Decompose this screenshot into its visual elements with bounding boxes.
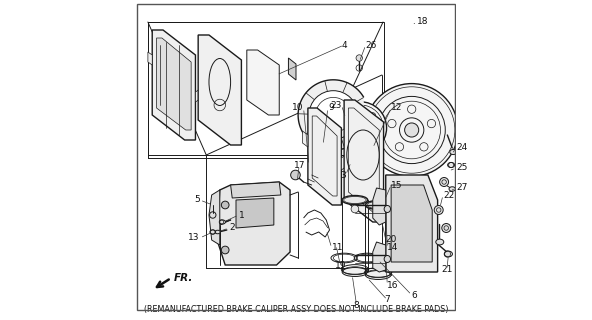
Text: 5: 5: [194, 196, 200, 204]
Ellipse shape: [445, 251, 452, 257]
Circle shape: [365, 84, 458, 176]
Polygon shape: [373, 242, 386, 272]
Text: 12: 12: [391, 103, 403, 113]
Circle shape: [440, 178, 449, 187]
Text: 11: 11: [332, 244, 343, 252]
Text: 24: 24: [456, 143, 467, 153]
Text: FR.: FR.: [174, 273, 193, 283]
Polygon shape: [288, 58, 296, 80]
Text: 3: 3: [340, 171, 346, 180]
Polygon shape: [236, 198, 274, 228]
Circle shape: [442, 223, 451, 232]
Polygon shape: [156, 38, 191, 130]
Text: 9: 9: [328, 103, 334, 113]
Text: 19: 19: [334, 260, 346, 269]
Ellipse shape: [365, 270, 391, 279]
Polygon shape: [303, 131, 308, 147]
Text: 14: 14: [387, 244, 399, 252]
Polygon shape: [342, 154, 347, 170]
Text: 27: 27: [456, 183, 467, 193]
Ellipse shape: [436, 239, 444, 245]
Circle shape: [291, 170, 300, 180]
Text: 8: 8: [353, 300, 359, 309]
Polygon shape: [344, 100, 384, 222]
Text: 13: 13: [188, 234, 200, 243]
Circle shape: [405, 123, 419, 137]
Text: 22: 22: [443, 190, 454, 199]
Text: 26: 26: [366, 41, 377, 50]
Circle shape: [350, 118, 370, 138]
Polygon shape: [391, 185, 432, 262]
Polygon shape: [152, 30, 195, 140]
Ellipse shape: [365, 201, 391, 210]
Text: 23: 23: [330, 100, 342, 109]
Polygon shape: [298, 80, 363, 150]
Ellipse shape: [215, 230, 220, 234]
Circle shape: [221, 246, 229, 254]
Ellipse shape: [448, 163, 455, 168]
Polygon shape: [217, 182, 290, 265]
Text: 15: 15: [391, 180, 403, 189]
Text: 7: 7: [384, 295, 390, 305]
Ellipse shape: [450, 149, 457, 155]
Polygon shape: [209, 190, 220, 245]
Text: 2: 2: [229, 223, 234, 233]
Polygon shape: [247, 50, 279, 115]
Polygon shape: [308, 108, 342, 205]
Ellipse shape: [384, 255, 391, 262]
Circle shape: [351, 205, 359, 213]
Circle shape: [210, 212, 216, 218]
Circle shape: [434, 205, 443, 214]
Ellipse shape: [449, 187, 455, 191]
Text: 6: 6: [411, 291, 417, 300]
Text: 1: 1: [239, 211, 244, 220]
Ellipse shape: [342, 196, 368, 204]
Text: 17: 17: [294, 161, 305, 170]
Circle shape: [334, 102, 387, 154]
Circle shape: [221, 201, 229, 209]
Circle shape: [356, 55, 362, 61]
Text: 25: 25: [456, 164, 467, 172]
Ellipse shape: [220, 220, 226, 224]
Polygon shape: [386, 175, 437, 272]
Text: 20: 20: [386, 236, 397, 244]
Ellipse shape: [342, 268, 368, 276]
Polygon shape: [195, 89, 200, 102]
Text: 21: 21: [441, 266, 452, 275]
Text: 4: 4: [342, 41, 347, 50]
Text: 16: 16: [387, 281, 399, 290]
Polygon shape: [198, 35, 242, 145]
Polygon shape: [231, 182, 281, 198]
Text: 10: 10: [292, 103, 304, 113]
Polygon shape: [148, 52, 152, 65]
Ellipse shape: [384, 205, 391, 212]
Ellipse shape: [210, 230, 215, 234]
Circle shape: [309, 91, 358, 139]
Text: 18: 18: [417, 18, 429, 27]
Polygon shape: [373, 188, 386, 225]
Text: (REMANUFACTURED BRAKE CALIPER ASSY DOES NOT INCLUDE BRAKE PADS): (REMANUFACTURED BRAKE CALIPER ASSY DOES …: [144, 305, 448, 314]
